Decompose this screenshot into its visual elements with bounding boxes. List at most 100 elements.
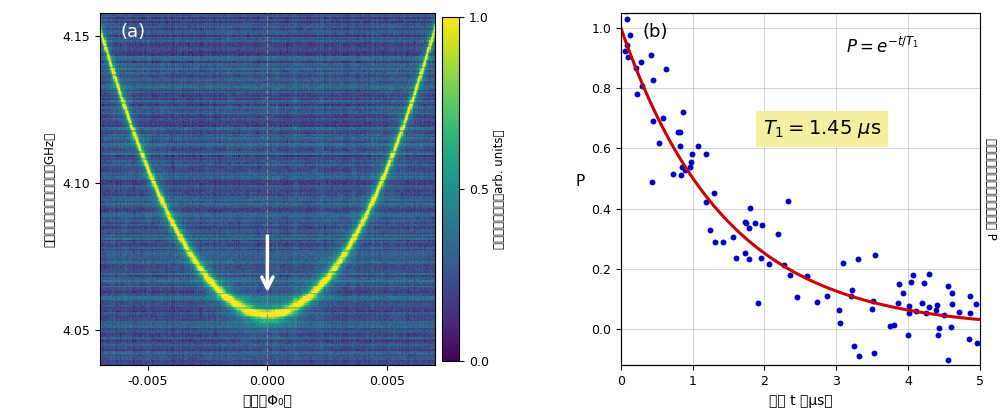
Point [914, 299, 930, 306]
Point [905, 271, 921, 278]
Point [844, 287, 860, 294]
Point [819, 293, 835, 300]
Point [655, 115, 671, 122]
Point [698, 151, 714, 158]
Point [944, 289, 960, 296]
Point [890, 299, 906, 306]
Point [780, 198, 796, 205]
Point [619, 15, 635, 22]
Point [619, 42, 635, 48]
Point [698, 199, 714, 205]
Point [789, 293, 805, 300]
Point [673, 171, 689, 178]
Point [908, 307, 924, 314]
Text: (a): (a) [120, 23, 145, 41]
Point [809, 299, 825, 305]
Y-axis label: マイクロ波信号（arb. units）: マイクロ波信号（arb. units） [493, 129, 506, 249]
Point [929, 302, 945, 309]
Point [628, 65, 644, 71]
Point [622, 32, 638, 38]
Point [961, 335, 977, 342]
Point [969, 340, 985, 346]
X-axis label: 時間 t （μs）: 時間 t （μs） [769, 394, 832, 408]
Point [776, 262, 792, 269]
Point [918, 310, 934, 317]
Point [895, 289, 911, 296]
Text: (b): (b) [642, 23, 668, 41]
Point [741, 225, 757, 231]
Point [882, 323, 898, 330]
Point [651, 139, 667, 146]
Point [644, 178, 660, 185]
Point [936, 311, 952, 318]
Point [715, 239, 731, 245]
Text: $P = e^{-t/T_1}$: $P = e^{-t/T_1}$ [846, 37, 920, 58]
Point [891, 281, 907, 287]
Point [742, 205, 758, 212]
Point [737, 219, 753, 226]
Point [672, 142, 688, 149]
Point [741, 255, 757, 262]
Point [634, 83, 650, 90]
Point [901, 310, 917, 316]
Y-axis label: 量子ビットの遷移周波数（GHz）: 量子ビットの遷移周波数（GHz） [44, 131, 57, 247]
Point [682, 163, 698, 170]
Point [864, 306, 880, 312]
Point [675, 108, 691, 115]
Point [928, 307, 944, 313]
Point [944, 301, 960, 307]
Point [931, 325, 947, 331]
X-axis label: 磁束（Φ₀）: 磁束（Φ₀） [242, 394, 292, 408]
Point [940, 283, 956, 289]
Point [753, 254, 769, 261]
Point [665, 171, 681, 177]
Point [672, 128, 688, 135]
Point [916, 280, 932, 286]
Point [620, 54, 636, 60]
Point [962, 310, 978, 316]
Point [943, 324, 959, 331]
Point [921, 303, 937, 310]
Point [866, 350, 882, 357]
Point [706, 189, 722, 196]
Point [761, 261, 777, 268]
Point [750, 299, 766, 306]
Point [690, 143, 706, 150]
Point [930, 331, 946, 338]
Point [799, 273, 815, 280]
Point [831, 306, 847, 313]
Point [702, 226, 718, 233]
Y-axis label: P: P [575, 174, 585, 189]
Point [737, 250, 753, 257]
Point [747, 220, 763, 226]
Point [618, 8, 634, 14]
Point [851, 352, 867, 359]
Point [901, 302, 917, 309]
Point [683, 159, 699, 165]
Point [886, 322, 902, 328]
Point [962, 293, 978, 299]
Point [617, 48, 633, 55]
Point [674, 163, 690, 170]
Point [770, 231, 786, 238]
Text: $T_1 = 1.45\ \mu\mathrm{s}$: $T_1 = 1.45\ \mu\mathrm{s}$ [763, 118, 881, 140]
Point [921, 271, 937, 278]
Point [728, 255, 744, 262]
Point [725, 234, 741, 241]
Point [940, 357, 956, 364]
Point [738, 219, 754, 226]
Point [670, 129, 686, 135]
Point [832, 319, 848, 326]
Point [645, 76, 661, 83]
Point [677, 167, 693, 173]
Point [658, 66, 674, 72]
Point [707, 239, 723, 245]
Point [629, 90, 645, 97]
Point [645, 117, 661, 124]
Point [643, 52, 659, 59]
Point [754, 222, 770, 228]
Point [835, 260, 851, 267]
Point [903, 278, 919, 285]
Point [843, 293, 859, 299]
Point [846, 343, 862, 349]
